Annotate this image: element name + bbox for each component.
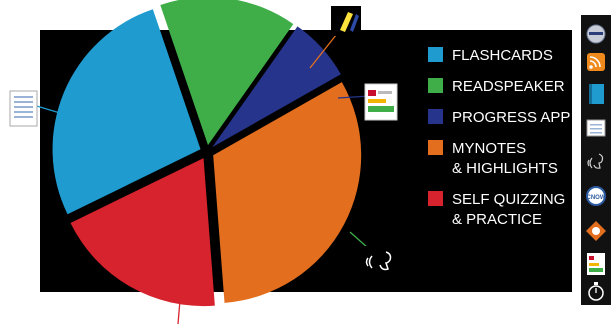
pie-slice-flashcards xyxy=(52,9,201,215)
legend-label-self-quizzing-practice-line-2: & PRACTICE xyxy=(452,211,542,228)
flashcards-icon xyxy=(9,90,38,127)
pie-slice-readspeaker xyxy=(160,0,294,146)
pie-slice-mynotes-highlights xyxy=(213,82,362,303)
pie-slices xyxy=(52,0,362,307)
compass-icon[interactable] xyxy=(586,221,606,241)
legend-label-self-quizzing-practice-line-1: SELF QUIZZING xyxy=(452,191,565,208)
leader-line-mynotes xyxy=(309,29,341,69)
mynotes-highlights-icon xyxy=(331,6,361,36)
legend: FLASHCARDS READSPEAKER PROGRESS APP MYNOTES… xyxy=(428,47,570,228)
readspeaker-dock-icon[interactable] xyxy=(587,153,604,169)
progress-app-icon xyxy=(364,83,398,121)
book-icon[interactable] xyxy=(589,84,604,104)
leader-line-self-quizzing xyxy=(177,299,181,325)
svg-text:CNOW: CNOW xyxy=(587,195,606,201)
cnow-icon[interactable]: CNOW xyxy=(586,186,606,206)
leader-line-readspeaker xyxy=(349,231,369,249)
legend-label-progress-app: PROGRESS APP xyxy=(452,109,570,126)
rss-feed-icon[interactable] xyxy=(587,53,605,71)
legend-swatch-mynotes-highlights xyxy=(428,140,443,155)
legend-swatch-self-quizzing-practice xyxy=(428,191,443,206)
legend-swatch-progress-app xyxy=(428,109,443,124)
legend-label-mynotes-highlights-line-1: MYNOTES xyxy=(452,140,526,157)
legend-swatch-flashcards xyxy=(428,47,443,62)
flashcards-dock-icon[interactable] xyxy=(586,119,606,137)
mindtap-badge-icon[interactable] xyxy=(586,24,606,44)
progress-app-dock-icon[interactable] xyxy=(587,253,605,275)
pie-slice-progress-app xyxy=(212,26,341,148)
pie-slice-self-quizzing-practice xyxy=(70,158,215,307)
legend-swatch-readspeaker xyxy=(428,78,443,93)
readspeaker-icon xyxy=(359,246,399,277)
legend-label-readspeaker: READSPEAKER xyxy=(452,78,565,95)
legend-label-flashcards: FLASHCARDS xyxy=(452,47,553,64)
legend-label-mynotes-highlights-line-2: & HIGHLIGHTS xyxy=(452,160,558,177)
stopwatch-icon[interactable] xyxy=(588,282,604,301)
